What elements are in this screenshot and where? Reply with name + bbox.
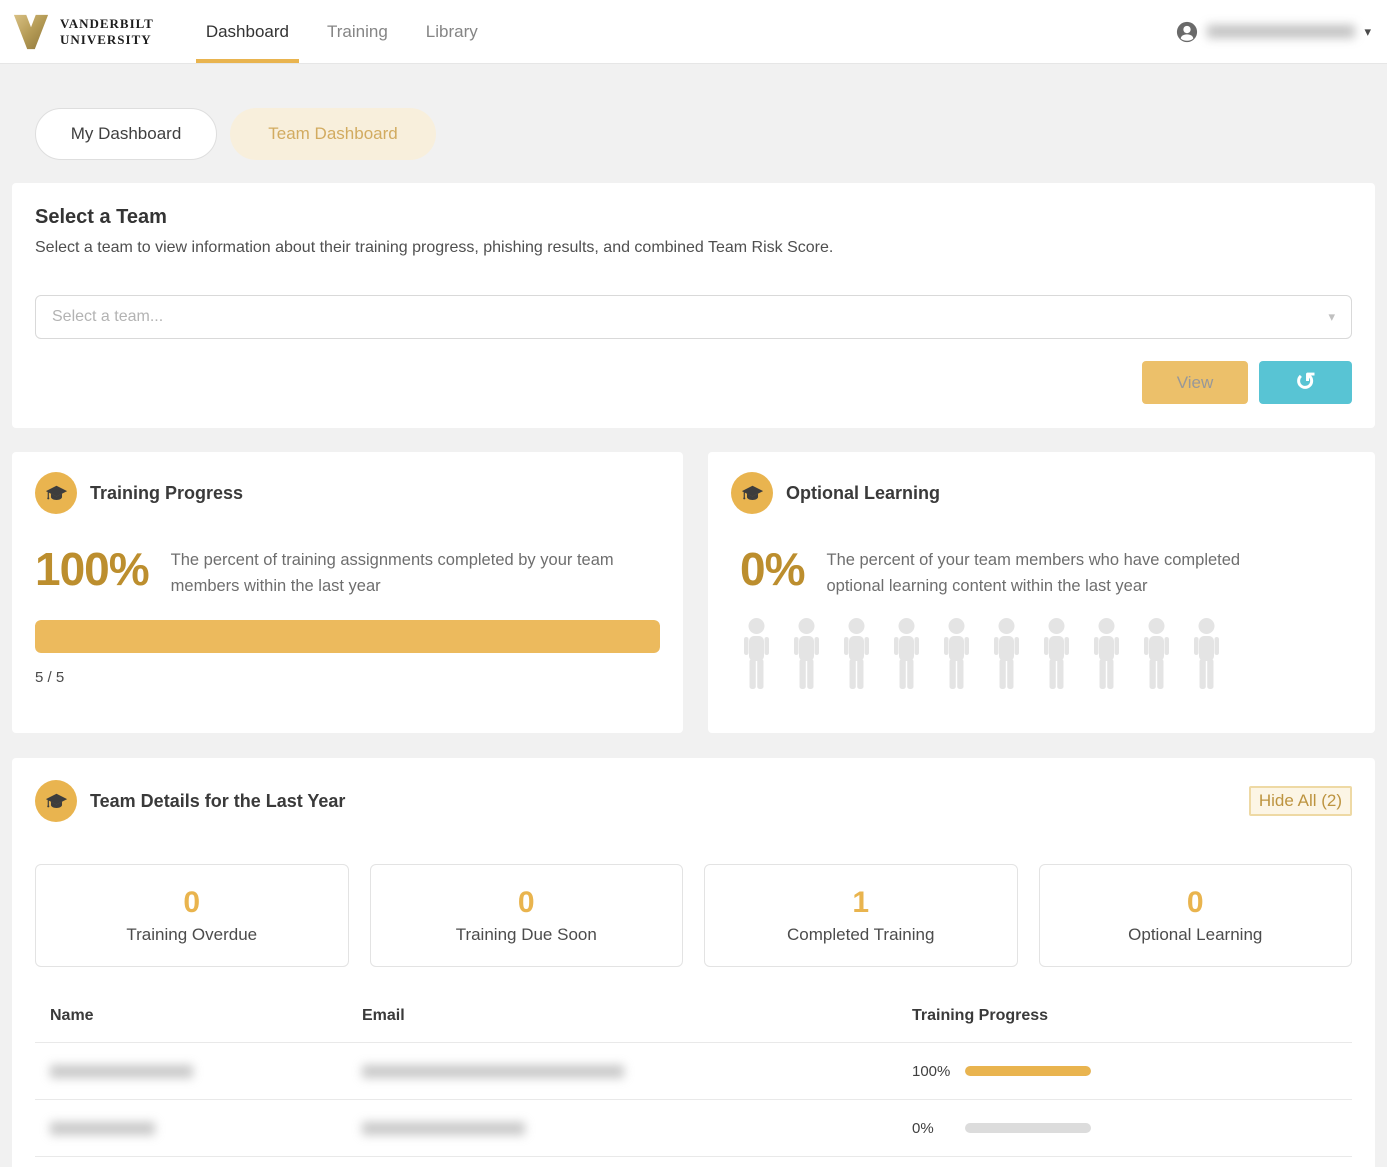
nav-tab-training[interactable]: Training [327, 21, 388, 41]
member-progress-label: 100% [912, 1062, 951, 1080]
my-dashboard-pill[interactable]: My Dashboard [35, 108, 217, 160]
stat-label: Training Overdue [126, 925, 258, 944]
dashboard-toggle: My Dashboard Team Dashboard [35, 64, 1375, 160]
nav-tab-dashboard[interactable]: Dashboard [195, 0, 300, 63]
top-nav: VANDERBILT UNIVERSITY Dashboard Training… [0, 0, 1387, 64]
stat-value: 0 [517, 886, 535, 919]
graduation-cap-icon [35, 472, 77, 514]
table-header-row: Name Email Training Progress [35, 1007, 1352, 1043]
optional-learning-percent: 0% [740, 543, 805, 595]
stat-value: 0 [183, 886, 201, 919]
training-progress-ratio: 5 / 5 [35, 669, 65, 686]
training-progress-percent: 100% [35, 543, 150, 595]
member-progress-bar [965, 1066, 1091, 1076]
optional-learning-description: The percent of your team members who hav… [826, 551, 1241, 595]
stat-training-due-soon: 0 Training Due Soon [369, 864, 683, 967]
select-team-panel: Select a Team Select a team to view info… [12, 183, 1375, 428]
stat-optional-learning: 0 Optional Learning [1038, 864, 1352, 967]
member-email-redacted [362, 1064, 624, 1078]
person-icon [1140, 617, 1173, 691]
member-name-redacted [50, 1064, 193, 1078]
training-progress-title: Training Progress [90, 482, 244, 503]
team-details-panel: Team Details for the Last Year Hide All … [12, 758, 1375, 1167]
user-avatar-icon [1177, 21, 1198, 42]
team-members-table: Name Email Training Progress 100% 0% [35, 1007, 1352, 1157]
team-details-title: Team Details for the Last Year [90, 790, 346, 811]
person-icon [790, 617, 823, 691]
stat-label: Optional Learning [1128, 925, 1263, 944]
table-row: 100% [35, 1043, 1352, 1100]
member-email-redacted [362, 1121, 525, 1135]
chevron-down-icon: ▾ [1364, 23, 1371, 39]
people-row [740, 617, 1352, 691]
team-dashboard-pill[interactable]: Team Dashboard [230, 108, 436, 160]
training-progress-bar [35, 620, 660, 653]
optional-learning-card: Optional Learning 0% The percent of your… [708, 452, 1375, 733]
person-icon [1040, 617, 1073, 691]
member-progress-bar-fill [965, 1066, 1091, 1076]
main-nav: Dashboard Training Library [195, 0, 506, 63]
stat-value: 1 [852, 886, 870, 919]
team-stats-row: 0 Training Overdue 0 Training Due Soon 1… [35, 864, 1352, 967]
person-icon [1190, 617, 1223, 691]
table-row: 0% [35, 1100, 1352, 1157]
training-progress-bar-fill [35, 620, 660, 653]
chevron-down-icon: ▾ [1328, 309, 1335, 324]
stat-label: Training Due Soon [455, 925, 597, 944]
person-icon [890, 617, 923, 691]
member-progress-label: 0% [912, 1119, 934, 1137]
select-team-title: Select a Team [35, 206, 167, 228]
user-menu[interactable]: ▾ [1176, 0, 1371, 63]
optional-learning-title: Optional Learning [786, 482, 941, 503]
stat-completed-training: 1 Completed Training [704, 864, 1018, 967]
team-select-placeholder: Select a team... [52, 308, 164, 325]
column-header-training-progress: Training Progress [912, 1007, 1049, 1024]
vanderbilt-logo[interactable]: VANDERBILT UNIVERSITY [12, 0, 154, 63]
training-progress-card: Training Progress 100% The percent of tr… [12, 452, 683, 733]
team-select-dropdown[interactable]: Select a team... ▾ [35, 295, 1352, 339]
member-progress-bar [965, 1123, 1091, 1133]
person-icon [940, 617, 973, 691]
column-header-email: Email [362, 1007, 405, 1024]
nav-tab-library[interactable]: Library [425, 21, 478, 41]
user-name-redacted [1207, 25, 1356, 38]
person-icon [1090, 617, 1123, 691]
stat-label: Completed Training [787, 925, 935, 944]
select-team-actions: View ↺ [35, 361, 1352, 404]
graduation-cap-icon [35, 780, 77, 822]
hide-all-button[interactable]: Hide All (2) [1248, 786, 1352, 816]
logo-wordmark: VANDERBILT UNIVERSITY [60, 15, 154, 47]
person-icon [840, 617, 873, 691]
graduation-cap-icon [731, 472, 773, 514]
select-team-subtitle: Select a team to view information about … [35, 239, 834, 256]
reset-icon: ↺ [1295, 368, 1316, 396]
column-header-name: Name [50, 1007, 94, 1024]
stat-value: 0 [1186, 886, 1204, 919]
person-icon [740, 617, 773, 691]
vanderbilt-v-icon [13, 14, 49, 49]
stat-training-overdue: 0 Training Overdue [35, 864, 349, 967]
person-icon [990, 617, 1023, 691]
training-progress-description: The percent of training assignments comp… [170, 551, 614, 595]
member-name-redacted [50, 1121, 155, 1135]
reset-button[interactable]: ↺ [1259, 361, 1352, 404]
view-button[interactable]: View [1142, 361, 1248, 404]
